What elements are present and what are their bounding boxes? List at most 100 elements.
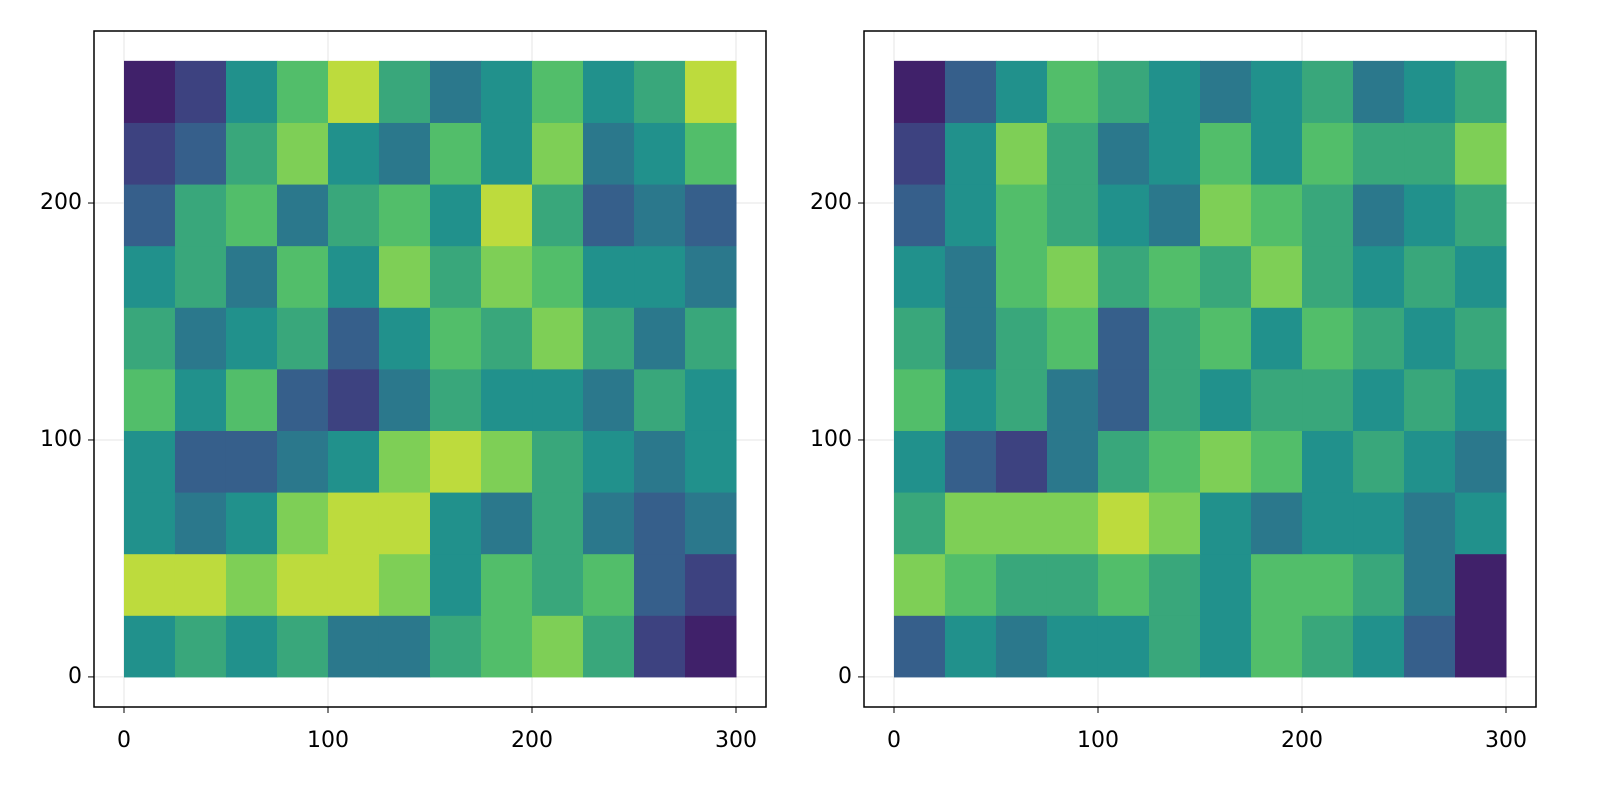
heatmap-cell (1148, 615, 1201, 678)
heatmap-cell (583, 615, 635, 678)
heatmap-cell (174, 368, 227, 431)
heatmap-cell (1046, 60, 1099, 123)
heatmap-cell (893, 430, 946, 493)
heatmap-cell (995, 245, 1048, 308)
heatmap-cell (995, 60, 1048, 123)
heatmap-cell (1455, 492, 1507, 555)
heatmap-cell (1046, 245, 1099, 308)
heatmap-cell (532, 553, 584, 616)
y-tick-label: 100 (40, 427, 82, 452)
heatmap-cell (1097, 122, 1150, 185)
heatmap-cell (123, 615, 176, 678)
heatmap-cell (583, 60, 635, 123)
heatmap-cell (634, 60, 686, 123)
heatmap-cell (1251, 368, 1303, 431)
heatmap-cell (1353, 184, 1405, 247)
heatmap-cell (1455, 368, 1507, 431)
heatmap-cell (532, 307, 584, 370)
heatmap-cell (1046, 307, 1099, 370)
heatmap-cell (327, 60, 380, 123)
heatmap-cell (944, 60, 997, 123)
heatmap-cell (327, 245, 380, 308)
heatmap-cell (634, 307, 686, 370)
heatmap-cell (1200, 368, 1252, 431)
heatmap-cell (685, 368, 737, 431)
heatmap-cell (123, 430, 176, 493)
heatmap-cell (532, 368, 584, 431)
heatmap-cell (995, 492, 1048, 555)
heatmap-cell (1302, 307, 1354, 370)
heatmap-cell (685, 184, 737, 247)
heatmap-cell (430, 615, 482, 678)
y-tick-label: 100 (810, 427, 852, 452)
heatmap-cell (583, 245, 635, 308)
heatmap-cell (225, 245, 278, 308)
heatmap-cell (430, 492, 482, 555)
heatmap-cell (378, 122, 431, 185)
heatmap-cell (378, 245, 431, 308)
heatmap-cell (532, 184, 584, 247)
heatmap-cell (123, 492, 176, 555)
heatmap-cell (174, 430, 227, 493)
heatmap-cell (1302, 60, 1354, 123)
heatmap-cell (1455, 122, 1507, 185)
heatmap-cell (1251, 245, 1303, 308)
heatmap-cell (1200, 553, 1252, 616)
x-tick-label: 300 (1485, 728, 1527, 753)
heatmap-cell (1353, 307, 1405, 370)
heatmap-cell (1046, 615, 1099, 678)
heatmap-cell (276, 60, 329, 123)
heatmap-cell (1200, 184, 1252, 247)
heatmap-cell (1148, 492, 1201, 555)
heatmap-cell (174, 307, 227, 370)
heatmap-cell (1097, 307, 1150, 370)
heatmap-cell (1046, 430, 1099, 493)
heatmap-cell (1148, 184, 1201, 247)
heatmap-cell (685, 60, 737, 123)
plot-panel: 0 100 200 300 0 100 200 (40, 30, 767, 753)
heatmap-cell (481, 60, 533, 123)
heatmap-cell (1148, 122, 1201, 185)
heatmap-cell (481, 430, 533, 493)
heatmap-cell (1302, 245, 1354, 308)
heatmap-cell (1455, 553, 1507, 616)
heatmap-cell (327, 615, 380, 678)
heatmap-cell (893, 492, 946, 555)
heatmap-cell (944, 368, 997, 431)
heatmap-cell (1302, 184, 1354, 247)
heatmap-cell (1302, 615, 1354, 678)
y-tick-label: 0 (838, 664, 852, 689)
heatmap-cell (378, 184, 431, 247)
heatmap-cell (944, 122, 997, 185)
heatmap-cell (893, 368, 946, 431)
heatmap-cell (276, 245, 329, 308)
heatmap-cell (378, 60, 431, 123)
heatmap-cell (123, 60, 176, 123)
heatmap-cell (1097, 245, 1150, 308)
heatmap-cell (225, 492, 278, 555)
heatmap-cell (1251, 184, 1303, 247)
heatmap-cell (1251, 492, 1303, 555)
heatmap-cell (685, 307, 737, 370)
heatmap-cell (1148, 368, 1201, 431)
heatmap-cell (685, 122, 737, 185)
heatmap-cell (123, 368, 176, 431)
heatmap-cell (995, 184, 1048, 247)
heatmap-cell (276, 307, 329, 370)
heatmap-cell (1200, 492, 1252, 555)
heatmap-cell (634, 245, 686, 308)
heatmap-cell (532, 615, 584, 678)
heatmap-cell (327, 184, 380, 247)
x-tick-label: 0 (887, 728, 901, 753)
heatmap-cell (225, 60, 278, 123)
heatmap-cell (1200, 122, 1252, 185)
heatmap-cell (1097, 615, 1150, 678)
heatmap-cell (583, 492, 635, 555)
heatmap-cell (1148, 60, 1201, 123)
heatmap-cell (276, 430, 329, 493)
x-tick-label: 100 (307, 728, 349, 753)
heatmap-cell (481, 122, 533, 185)
heatmap-cell (174, 615, 227, 678)
heatmap-cell (174, 492, 227, 555)
